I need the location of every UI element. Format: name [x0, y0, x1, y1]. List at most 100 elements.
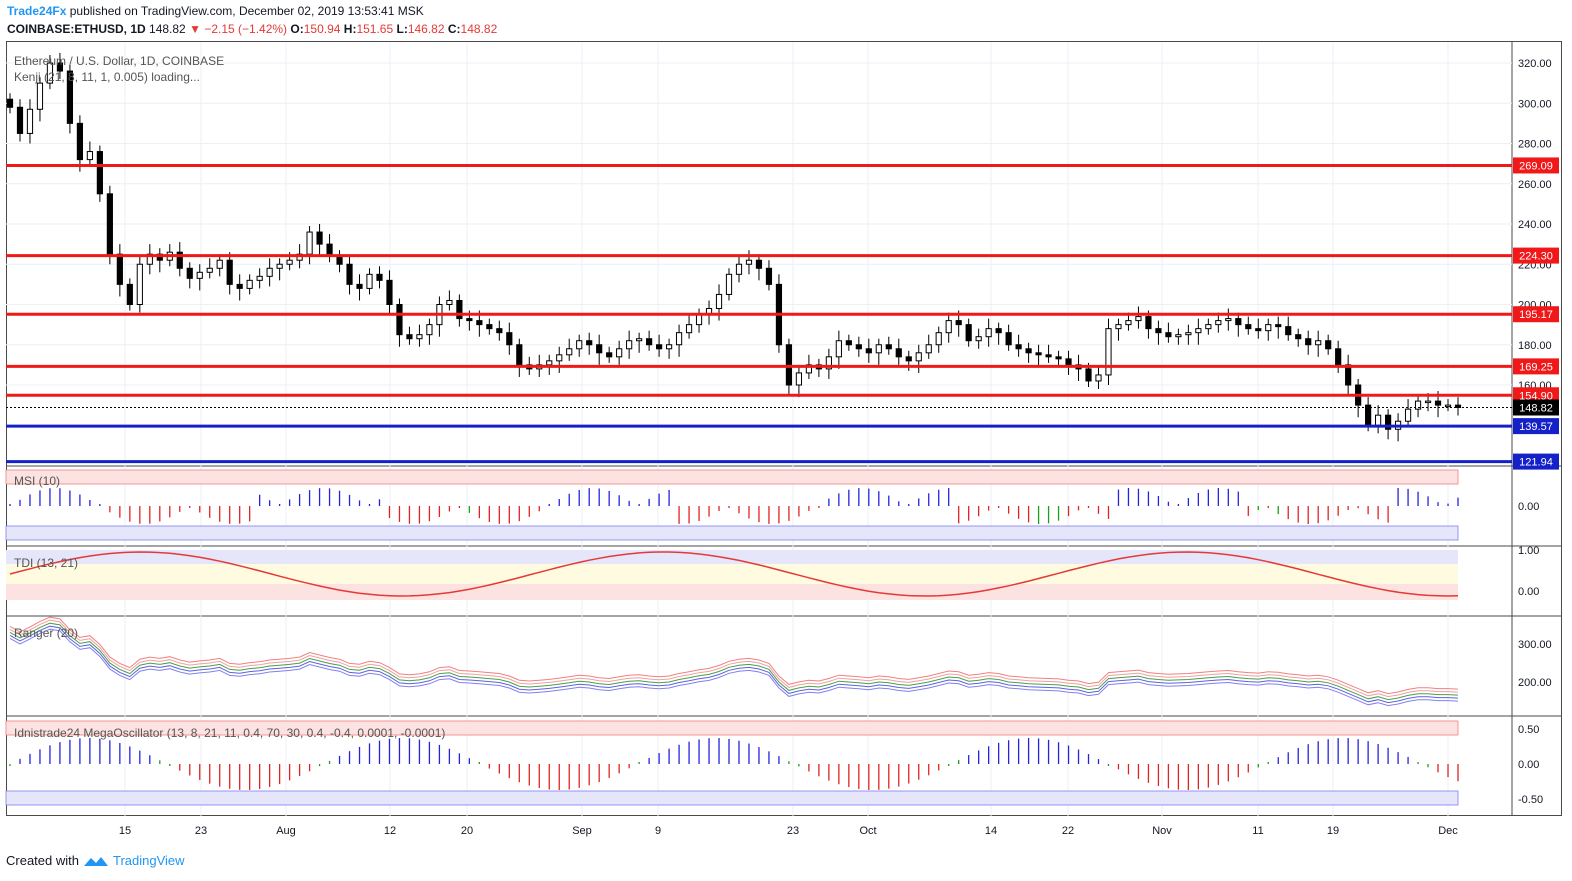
- ranger-line: [9, 622, 1459, 701]
- candle-body: [1335, 348, 1342, 366]
- price-level-label: 195.17: [1519, 309, 1553, 321]
- candle-body: [1175, 334, 1182, 338]
- candle-body: [476, 320, 483, 326]
- candle-body: [935, 332, 942, 346]
- price-tick-label: 260.00: [1518, 179, 1552, 191]
- candle-body: [1085, 368, 1092, 382]
- tradingview-link[interactable]: TradingView: [112, 853, 185, 868]
- candle-body: [1055, 356, 1062, 360]
- candle-body: [955, 320, 962, 326]
- footer: Created with TradingView: [6, 853, 185, 868]
- low-label: L:: [396, 22, 408, 36]
- candle-body: [576, 340, 583, 350]
- candle-body: [516, 344, 523, 366]
- candle-body: [785, 344, 793, 386]
- candle-body: [286, 259, 293, 265]
- candle-body: [546, 360, 553, 366]
- ranger-line: [9, 625, 1459, 704]
- ranger-axis-label: 300.00: [1518, 639, 1552, 651]
- candle-body: [466, 318, 473, 322]
- candle-body: [695, 314, 703, 326]
- time-tick-label: Dec: [1438, 825, 1458, 837]
- candle-body: [1135, 316, 1142, 322]
- main-series-legend: Ethereum / U.S. Dollar, 1D, COINBASE: [14, 54, 225, 68]
- ohlc-line: COINBASE:ETHUSD, 1D 148.82 ▼ −2.15 (−1.4…: [7, 22, 497, 36]
- price-label-bg: [1513, 418, 1559, 435]
- mega-axis-label: 0.00: [1518, 759, 1539, 771]
- candle-body: [1235, 318, 1242, 326]
- candle-body: [945, 320, 952, 334]
- candle-body: [566, 348, 573, 356]
- price-label-bg: [1513, 247, 1559, 264]
- candle-body: [875, 344, 882, 354]
- candle-body: [845, 340, 852, 346]
- candle-body: [196, 271, 203, 279]
- candle-body: [1265, 324, 1272, 332]
- price-level-label: 224.30: [1519, 251, 1553, 263]
- time-tick-label: Aug: [276, 825, 296, 837]
- candle-body: [396, 304, 403, 336]
- tdi-lower-band: [6, 584, 1458, 600]
- mega-axis-label: -0.50: [1518, 794, 1543, 806]
- candle-body: [1015, 344, 1022, 350]
- open-label: O:: [290, 22, 304, 36]
- candle-body: [616, 348, 623, 358]
- candle-body: [186, 267, 193, 279]
- candle-body: [656, 344, 663, 350]
- candle-body: [1195, 328, 1202, 334]
- price-tick-label: 240.00: [1518, 219, 1552, 231]
- msi-upper-band: [5, 469, 1459, 485]
- price-label-bg: [1513, 157, 1559, 174]
- mega-lower-band: [5, 790, 1459, 806]
- candle-body: [685, 324, 693, 334]
- ranger-axis-label: 200.00: [1518, 677, 1552, 689]
- time-tick-label: 11: [1252, 825, 1263, 837]
- candle-body: [126, 283, 133, 305]
- candle-body: [1245, 324, 1252, 330]
- candle-body: [975, 336, 982, 342]
- candle-body: [1155, 328, 1162, 334]
- candle-body: [1315, 340, 1322, 346]
- candle-body: [446, 299, 453, 306]
- candle-body: [925, 344, 932, 354]
- publish-line: Trade24Fx published on TradingView.com, …: [7, 4, 424, 18]
- publisher-link[interactable]: Trade24Fx: [7, 4, 67, 18]
- candle-body: [1005, 332, 1012, 346]
- candle-body: [266, 267, 273, 277]
- candle-body: [1255, 328, 1262, 332]
- candle-body: [745, 259, 753, 265]
- low-value: 146.82: [407, 22, 445, 36]
- candle-body: [1444, 404, 1452, 408]
- candle-body: [865, 348, 872, 354]
- tdi-mid-band: [6, 564, 1458, 584]
- candle-body: [1045, 354, 1052, 358]
- msi-lower-band: [5, 525, 1459, 541]
- price-tick-label: 180.00: [1518, 340, 1552, 352]
- tdi-axis-label: 1.00: [1518, 545, 1539, 557]
- ranger-legend: Ranger (20): [14, 626, 79, 640]
- ranger-line: [9, 619, 1459, 698]
- msi-axis-label: 0.00: [1518, 501, 1539, 513]
- candle-body: [596, 344, 603, 354]
- price-level-label: 169.25: [1519, 361, 1553, 373]
- candle-body: [106, 193, 113, 255]
- candle-body: [356, 283, 363, 289]
- symbol-label: COINBASE:ETHUSD, 1D: [7, 22, 146, 36]
- candle-body: [226, 259, 233, 285]
- candle-body: [236, 283, 243, 289]
- candle-body: [725, 273, 733, 295]
- time-tick-label: Oct: [859, 825, 876, 837]
- candle-body: [636, 338, 643, 342]
- candle-body: [26, 108, 34, 134]
- candle-body: [1305, 338, 1312, 346]
- candle-body: [1404, 408, 1412, 422]
- candle-body: [1025, 348, 1032, 354]
- candle-body: [1225, 318, 1232, 322]
- last-price-label: 148.82: [1519, 402, 1553, 414]
- time-tick-label: 14: [985, 825, 997, 837]
- open-value: 150.94: [303, 22, 341, 36]
- chart-frame[interactable]: [6, 41, 1562, 816]
- price-level-label: 121.94: [1519, 457, 1553, 469]
- high-label: H:: [343, 22, 357, 36]
